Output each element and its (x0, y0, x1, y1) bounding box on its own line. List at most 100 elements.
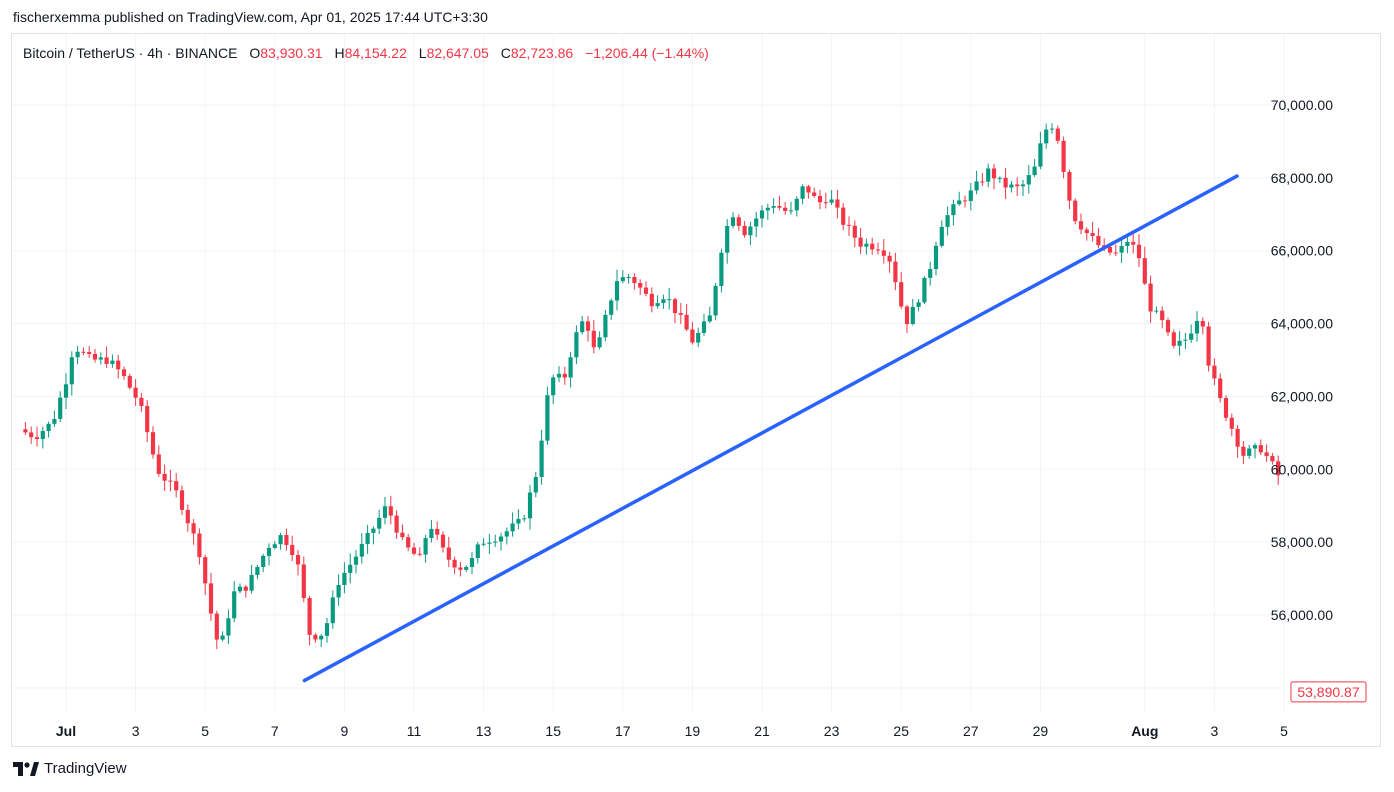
candle (504, 527, 509, 545)
tradingview-logo: TradingView (13, 760, 127, 777)
candle-body (910, 306, 915, 325)
candle (614, 269, 620, 311)
candle-body (359, 543, 364, 557)
time-axis[interactable]: Jul 3 5 7 9 11 13 15 17 19 21 23 25 27 29 Aug 3 5 (56, 723, 1288, 739)
candle (353, 550, 359, 574)
candle-body (875, 249, 881, 251)
candle (1009, 180, 1014, 193)
candle-body (1206, 326, 1211, 366)
candle (1270, 452, 1275, 465)
candle-body (342, 572, 347, 585)
candle (986, 163, 991, 188)
candle-body (539, 440, 544, 478)
candle-body (145, 405, 150, 433)
last-price-label: 53,890.87 (1297, 684, 1359, 700)
candle (1252, 442, 1258, 459)
candle (765, 203, 770, 220)
candle (742, 221, 747, 238)
candle (110, 354, 115, 368)
candle-body (1136, 244, 1142, 259)
candle-body (307, 598, 312, 635)
candle (933, 241, 939, 276)
change-value: −1,206.44 (−1.44%) (585, 45, 709, 61)
candle-body (771, 206, 776, 208)
candle-body (156, 454, 161, 474)
candle (301, 556, 306, 603)
candle-body (284, 535, 289, 545)
candle-body (1061, 140, 1066, 172)
candle-body (52, 418, 57, 424)
candle-body (719, 252, 724, 286)
candle (40, 426, 45, 449)
candle-body (1084, 229, 1089, 234)
candle (1003, 167, 1008, 200)
candle (649, 287, 654, 313)
candle-body (464, 567, 469, 570)
x-tick-label: 11 (407, 723, 422, 739)
candle (881, 239, 886, 264)
candle-body (1223, 398, 1229, 418)
candle (406, 533, 411, 552)
candle-body (916, 302, 921, 307)
x-tick-label: 21 (754, 723, 770, 739)
brand-name: TradingView (44, 760, 127, 777)
candle-body (458, 567, 463, 570)
candle-body (127, 376, 132, 388)
candle (690, 321, 695, 345)
candle-body (794, 198, 799, 211)
candle (464, 565, 469, 572)
candle-body (1067, 171, 1072, 201)
candle (330, 590, 335, 629)
candle-body (301, 564, 306, 599)
candle-body (75, 351, 80, 358)
candle-body (725, 225, 730, 253)
candle (852, 220, 857, 248)
candle (777, 195, 782, 211)
candle-body (846, 224, 852, 226)
candle (812, 187, 817, 198)
candle-body (34, 437, 40, 440)
candle (1090, 221, 1095, 242)
candle-body (1218, 378, 1223, 399)
candle (1229, 413, 1234, 437)
open-value: 83,930.31 (260, 45, 323, 61)
candle-body (626, 277, 631, 279)
candle-body (788, 210, 794, 212)
candle (1067, 169, 1072, 210)
candle (533, 471, 538, 498)
candle-body (435, 528, 440, 535)
candle (1131, 231, 1136, 254)
candle (585, 316, 591, 342)
candle (968, 183, 973, 211)
x-tick-label: 5 (1280, 723, 1288, 739)
candle (185, 504, 190, 532)
candle (249, 564, 254, 594)
candle (829, 190, 834, 205)
candle (440, 531, 446, 553)
x-tick-label: 27 (963, 723, 979, 739)
candle-body (852, 225, 857, 238)
candle (701, 313, 707, 336)
candle-body (1194, 320, 1200, 334)
candle (1119, 237, 1124, 263)
trendline[interactable] (302, 174, 1239, 683)
candle-body (1038, 143, 1043, 167)
candle-body (429, 528, 434, 539)
candle (1078, 213, 1084, 235)
candle (788, 201, 794, 215)
candle-body (1107, 246, 1113, 253)
candle (713, 283, 718, 321)
candle-body (759, 210, 765, 219)
candle (794, 196, 799, 217)
price-axis[interactable]: 56,000.00 58,000.00 60,000.00 62,000.00 64,0… (1271, 97, 1333, 623)
candle (342, 562, 347, 594)
candle (446, 536, 451, 568)
candle-body (632, 277, 637, 283)
candle (591, 319, 596, 354)
candle-body (841, 207, 846, 225)
candle (725, 219, 730, 264)
x-tick-label: 15 (545, 723, 561, 739)
candle-body (765, 207, 770, 211)
candle-body (1142, 258, 1147, 284)
